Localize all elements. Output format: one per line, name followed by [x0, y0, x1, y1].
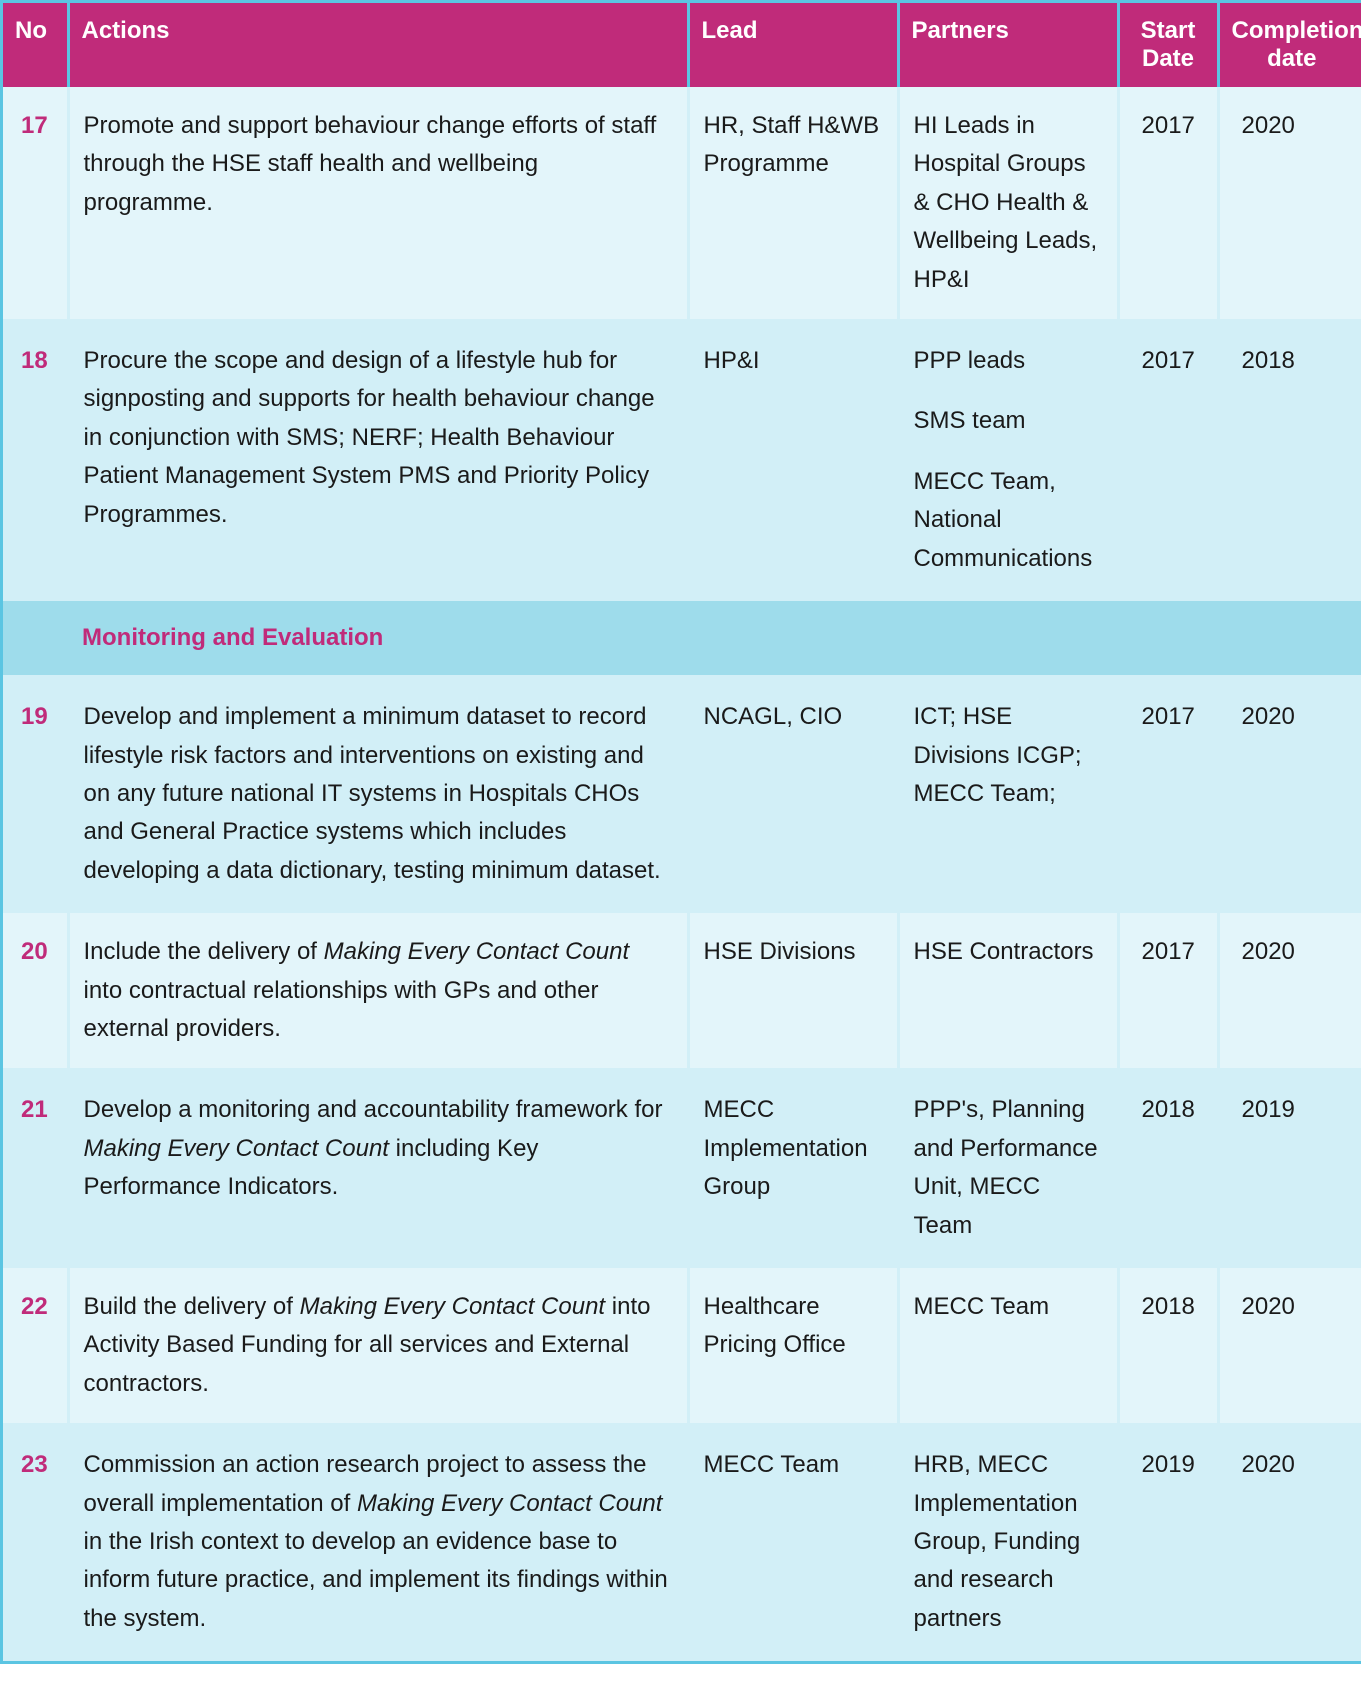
actions-table: No Actions Lead Partners Start Date Comp…	[3, 3, 1361, 1661]
row-number: 17	[3, 87, 68, 320]
row-action: Include the delivery of Making Every Con…	[68, 912, 688, 1070]
table-row: 22Build the delivery of Making Every Con…	[3, 1266, 1361, 1424]
row-completion-date: 2020	[1218, 1425, 1361, 1660]
col-header-no: No	[3, 3, 68, 87]
row-lead: MECC Implementation Group	[688, 1070, 898, 1267]
row-action: Procure the scope and design of a lifest…	[68, 320, 688, 599]
table-body: 17Promote and support behaviour change e…	[3, 87, 1361, 1660]
row-partners: MECC Team	[898, 1266, 1118, 1424]
row-completion-date: 2018	[1218, 320, 1361, 599]
row-start-date: 2019	[1118, 1425, 1218, 1660]
row-partners: PPP's, Planning and Performance Unit, ME…	[898, 1070, 1118, 1267]
row-start-date: 2017	[1118, 87, 1218, 320]
row-start-date: 2017	[1118, 677, 1218, 912]
col-header-start-date: Start Date	[1118, 3, 1218, 87]
row-completion-date: 2020	[1218, 87, 1361, 320]
col-header-completion-date: Completion date	[1218, 3, 1361, 87]
row-number: 20	[3, 912, 68, 1070]
col-header-partners: Partners	[898, 3, 1118, 87]
row-action: Develop and implement a minimum dataset …	[68, 677, 688, 912]
row-lead: MECC Team	[688, 1425, 898, 1660]
row-lead: NCAGL, CIO	[688, 677, 898, 912]
row-lead: HP&I	[688, 320, 898, 599]
row-action: Promote and support behaviour change eff…	[68, 87, 688, 320]
row-partners: HI Leads in Hospital Groups & CHO Health…	[898, 87, 1118, 320]
col-header-actions: Actions	[68, 3, 688, 87]
table-row: 23Commission an action research project …	[3, 1425, 1361, 1660]
row-start-date: 2018	[1118, 1070, 1218, 1267]
table-header-row: No Actions Lead Partners Start Date Comp…	[3, 3, 1361, 87]
row-start-date: 2018	[1118, 1266, 1218, 1424]
row-partners: ICT; HSE Divisions ICGP; MECC Team;	[898, 677, 1118, 912]
row-lead: HR, Staff H&WB Programme	[688, 87, 898, 320]
table-row: 19Develop and implement a minimum datase…	[3, 677, 1361, 912]
actions-table-container: No Actions Lead Partners Start Date Comp…	[0, 0, 1361, 1664]
row-lead: Healthcare Pricing Office	[688, 1266, 898, 1424]
row-completion-date: 2020	[1218, 677, 1361, 912]
row-number: 18	[3, 320, 68, 599]
table-row: 20Include the delivery of Making Every C…	[3, 912, 1361, 1070]
row-lead: HSE Divisions	[688, 912, 898, 1070]
table-row: 18Procure the scope and design of a life…	[3, 320, 1361, 599]
table-row: 17Promote and support behaviour change e…	[3, 87, 1361, 320]
row-partners: HSE Contractors	[898, 912, 1118, 1070]
row-completion-date: 2020	[1218, 1266, 1361, 1424]
row-number: 19	[3, 677, 68, 912]
row-completion-date: 2020	[1218, 912, 1361, 1070]
row-action: Develop a monitoring and accountability …	[68, 1070, 688, 1267]
row-completion-date: 2019	[1218, 1070, 1361, 1267]
row-action: Commission an action research project to…	[68, 1425, 688, 1660]
row-number: 23	[3, 1425, 68, 1660]
table-row: 21Develop a monitoring and accountabilit…	[3, 1070, 1361, 1267]
row-action: Build the delivery of Making Every Conta…	[68, 1266, 688, 1424]
section-empty-cell	[3, 599, 68, 676]
col-header-lead: Lead	[688, 3, 898, 87]
row-start-date: 2017	[1118, 912, 1218, 1070]
section-header-row: Monitoring and Evaluation	[3, 599, 1361, 676]
row-start-date: 2017	[1118, 320, 1218, 599]
row-number: 21	[3, 1070, 68, 1267]
row-number: 22	[3, 1266, 68, 1424]
row-partners: PPP leadsSMS teamMECC Team, National Com…	[898, 320, 1118, 599]
section-title: Monitoring and Evaluation	[68, 599, 1361, 676]
row-partners: HRB, MECC Implementation Group, Funding …	[898, 1425, 1118, 1660]
